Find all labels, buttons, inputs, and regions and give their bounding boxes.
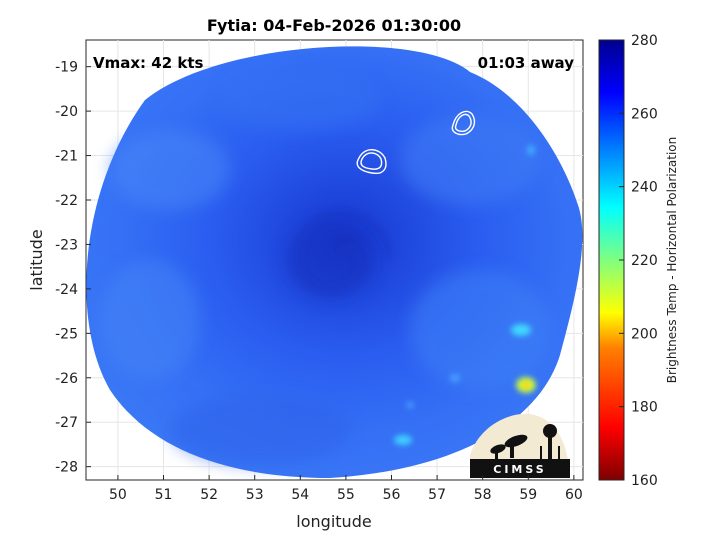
colorbar-tick-label: 280 <box>631 33 658 49</box>
chart-title: Fytia: 04-Feb-2026 01:30:00 <box>207 16 461 35</box>
colorbar: 280 260 240 220 200 180 160 Brightness Temp - … <box>598 33 679 489</box>
y-tick-label: -27 <box>55 415 78 431</box>
contour-outlines <box>356 110 476 175</box>
colorbar-tick-label: 160 <box>631 473 658 489</box>
y-tick-label: -21 <box>55 149 78 165</box>
brightness-temp-swath: CIMSS <box>86 46 583 478</box>
y-axis-ticks: -19 -20 -21 -22 -23 -24 -25 -26 -27 -28 <box>55 60 91 476</box>
y-tick-label: -26 <box>55 371 78 387</box>
x-axis-label: longitude <box>296 512 371 531</box>
logo-text: CIMSS <box>493 463 546 476</box>
x-tick-label: 51 <box>155 487 173 503</box>
y-tick-label: -20 <box>55 104 78 120</box>
x-tick-label: 60 <box>565 487 583 503</box>
swath-texture <box>100 70 550 465</box>
x-tick-label: 53 <box>246 487 264 503</box>
y-tick-label: -25 <box>55 326 78 342</box>
plot-area: CIMSS Vmax: 42 kts 01:03 away 50 51 52 53 54… <box>55 39 584 503</box>
colorbar-tick-label: 220 <box>631 253 658 269</box>
x-tick-label: 52 <box>200 487 218 503</box>
colorbar-tick-label: 200 <box>631 326 658 342</box>
x-tick-label: 54 <box>291 487 309 503</box>
y-axis-label: latitude <box>27 229 46 290</box>
colorbar-tick-label: 260 <box>631 106 658 122</box>
colorbar-label: Brightness Temp - Horizontal Polarizatio… <box>665 137 679 384</box>
time-away-annotation: 01:03 away <box>478 54 575 72</box>
spiral-band <box>298 211 392 291</box>
colorbar-tick-label: 180 <box>631 400 658 416</box>
y-tick-label: -19 <box>55 60 78 76</box>
y-tick-label: -23 <box>55 237 78 253</box>
y-tick-label: -28 <box>55 460 78 476</box>
colorbar-ticks: 280 260 240 220 200 180 160 <box>619 33 658 489</box>
colorbar-tick-label: 240 <box>631 180 658 196</box>
x-tick-label: 59 <box>519 487 537 503</box>
warm-spots <box>394 145 536 445</box>
cimss-logo: CIMSS <box>470 413 570 478</box>
x-tick-label: 56 <box>383 487 401 503</box>
x-tick-label: 55 <box>337 487 355 503</box>
y-tick-label: -22 <box>55 193 78 209</box>
x-tick-label: 50 <box>109 487 127 503</box>
x-tick-label: 58 <box>474 487 492 503</box>
y-tick-label: -24 <box>55 282 78 298</box>
vmax-annotation: Vmax: 42 kts <box>93 54 203 72</box>
x-axis-ticks: 50 51 52 53 54 55 56 57 58 59 60 <box>109 475 583 503</box>
x-tick-label: 57 <box>428 487 446 503</box>
